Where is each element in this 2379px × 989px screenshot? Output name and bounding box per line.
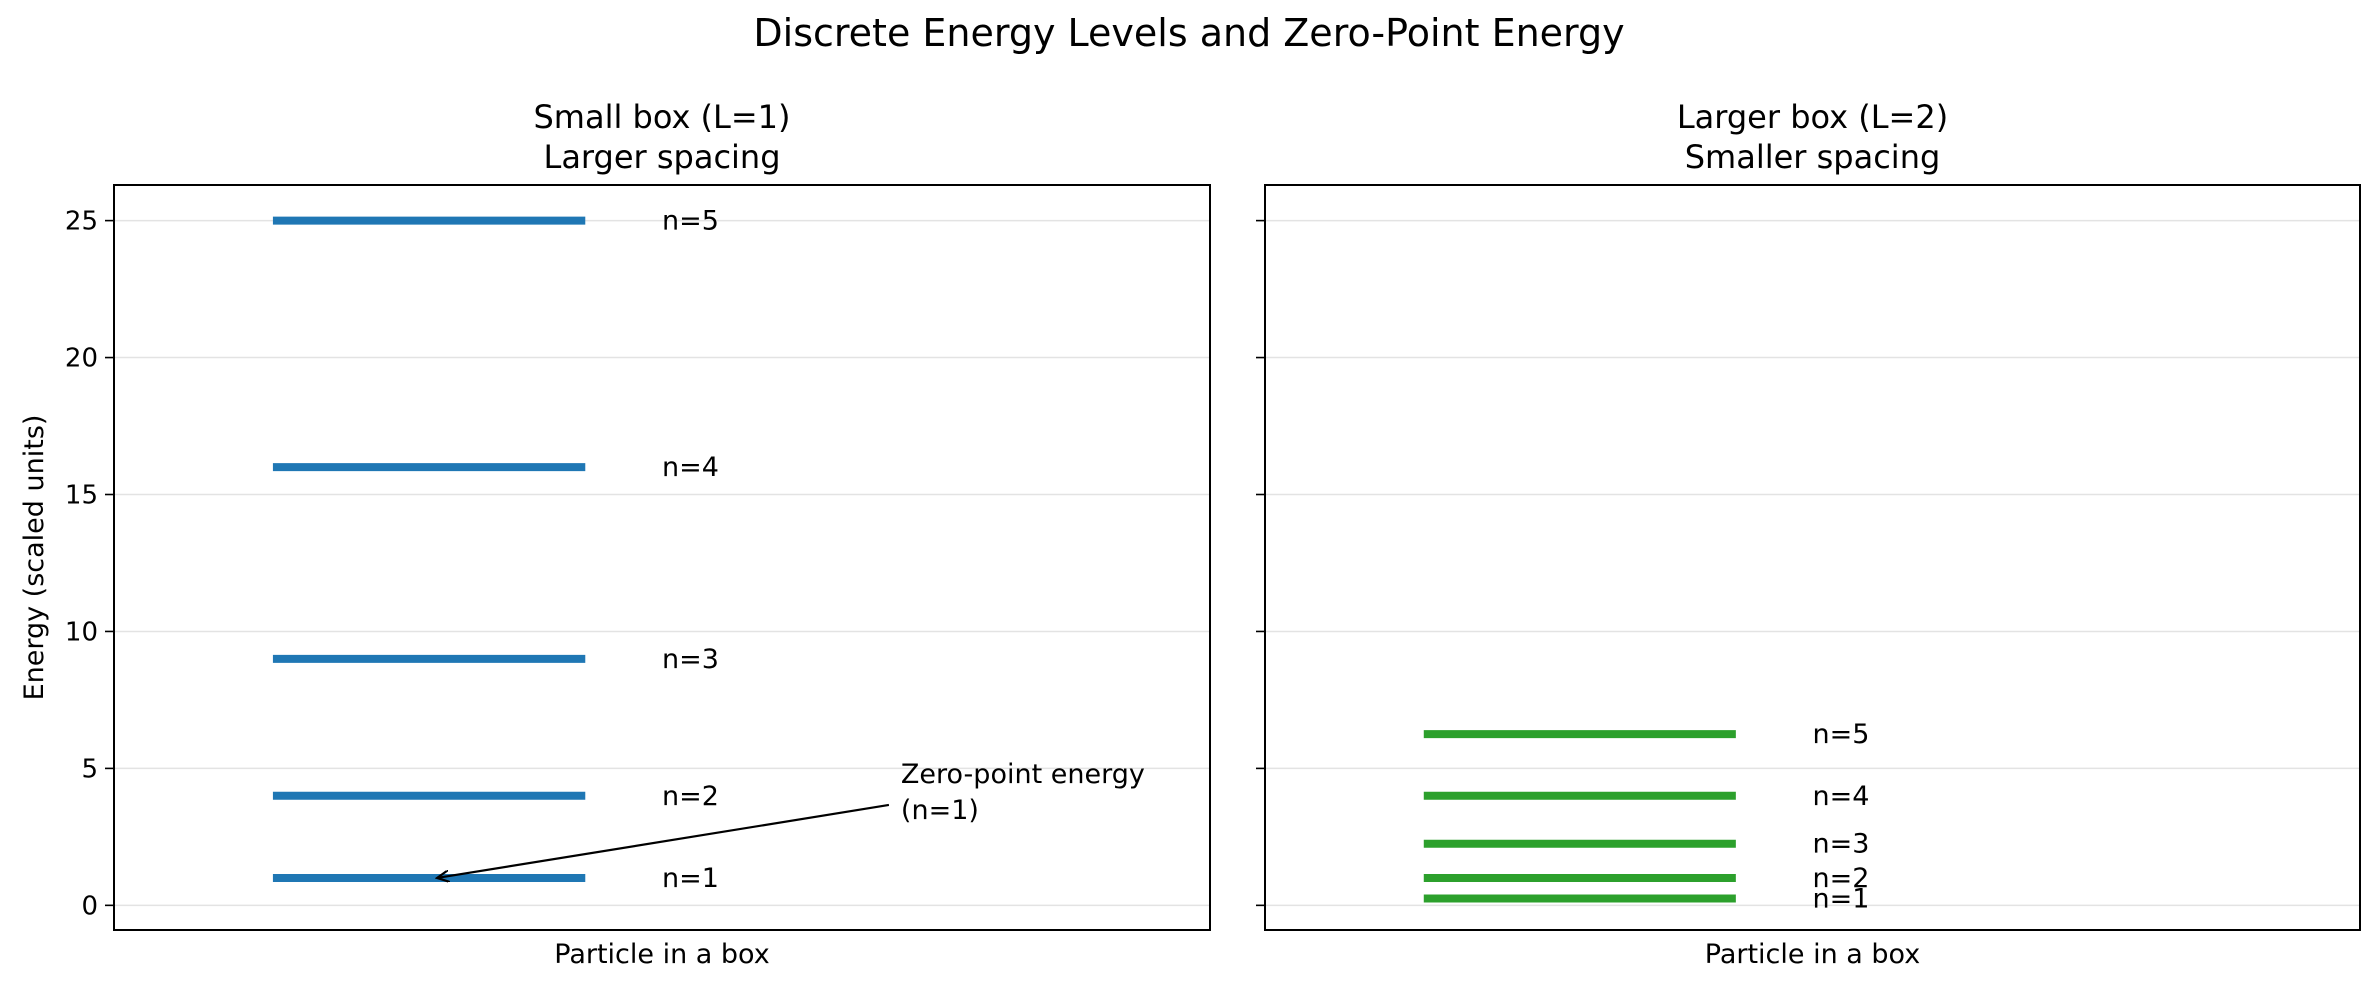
annotation-arrow — [437, 803, 890, 878]
y-tick-label: 20 — [65, 344, 98, 374]
x-axis-label: Particle in a box — [554, 939, 769, 970]
y-tick-label: 25 — [65, 207, 98, 237]
energy-level-label: n=3 — [1813, 829, 1870, 860]
panel-title: Small box (L=1) — [533, 98, 790, 136]
y-tick-label: 15 — [65, 481, 98, 511]
x-axis-label: Particle in a box — [1705, 939, 1920, 970]
energy-level-label: n=4 — [1813, 781, 1870, 812]
y-tick-label: 0 — [81, 891, 98, 921]
energy-level-label: n=3 — [662, 644, 719, 675]
energy-level-label: n=2 — [662, 781, 719, 812]
energy-level-label: n=2 — [1813, 863, 1870, 894]
energy-level-label: n=1 — [662, 863, 719, 894]
energy-level-label: n=5 — [1813, 719, 1870, 750]
panel-title: Larger box (L=2) — [1677, 98, 1948, 136]
energy-level-label: n=1 — [1813, 884, 1870, 915]
figure-title: Discrete Energy Levels and Zero-Point En… — [753, 11, 1624, 55]
panel-1: 0 5 10 15 20 25 Small box (L=1)Larger spacing P… — [19, 98, 1211, 970]
y-tick-label: 5 — [81, 754, 98, 784]
y-axis-label: Energy (scaled units) — [19, 415, 50, 701]
axes-frame — [1264, 184, 2361, 931]
axes-frame — [113, 184, 1211, 931]
annotation-text-line2: (n=1) — [901, 795, 979, 826]
y-tick-label: 10 — [65, 617, 98, 647]
energy-level-label: n=5 — [662, 206, 719, 237]
panel-subtitle: Larger spacing — [543, 138, 780, 176]
annotation-text: Zero-point energy — [901, 759, 1145, 790]
panel-subtitle: Smaller spacing — [1685, 138, 1941, 176]
panel-2: Larger box (L=2)Smaller spacing Particle … — [1256, 98, 2361, 970]
energy-level-label: n=4 — [662, 452, 719, 483]
